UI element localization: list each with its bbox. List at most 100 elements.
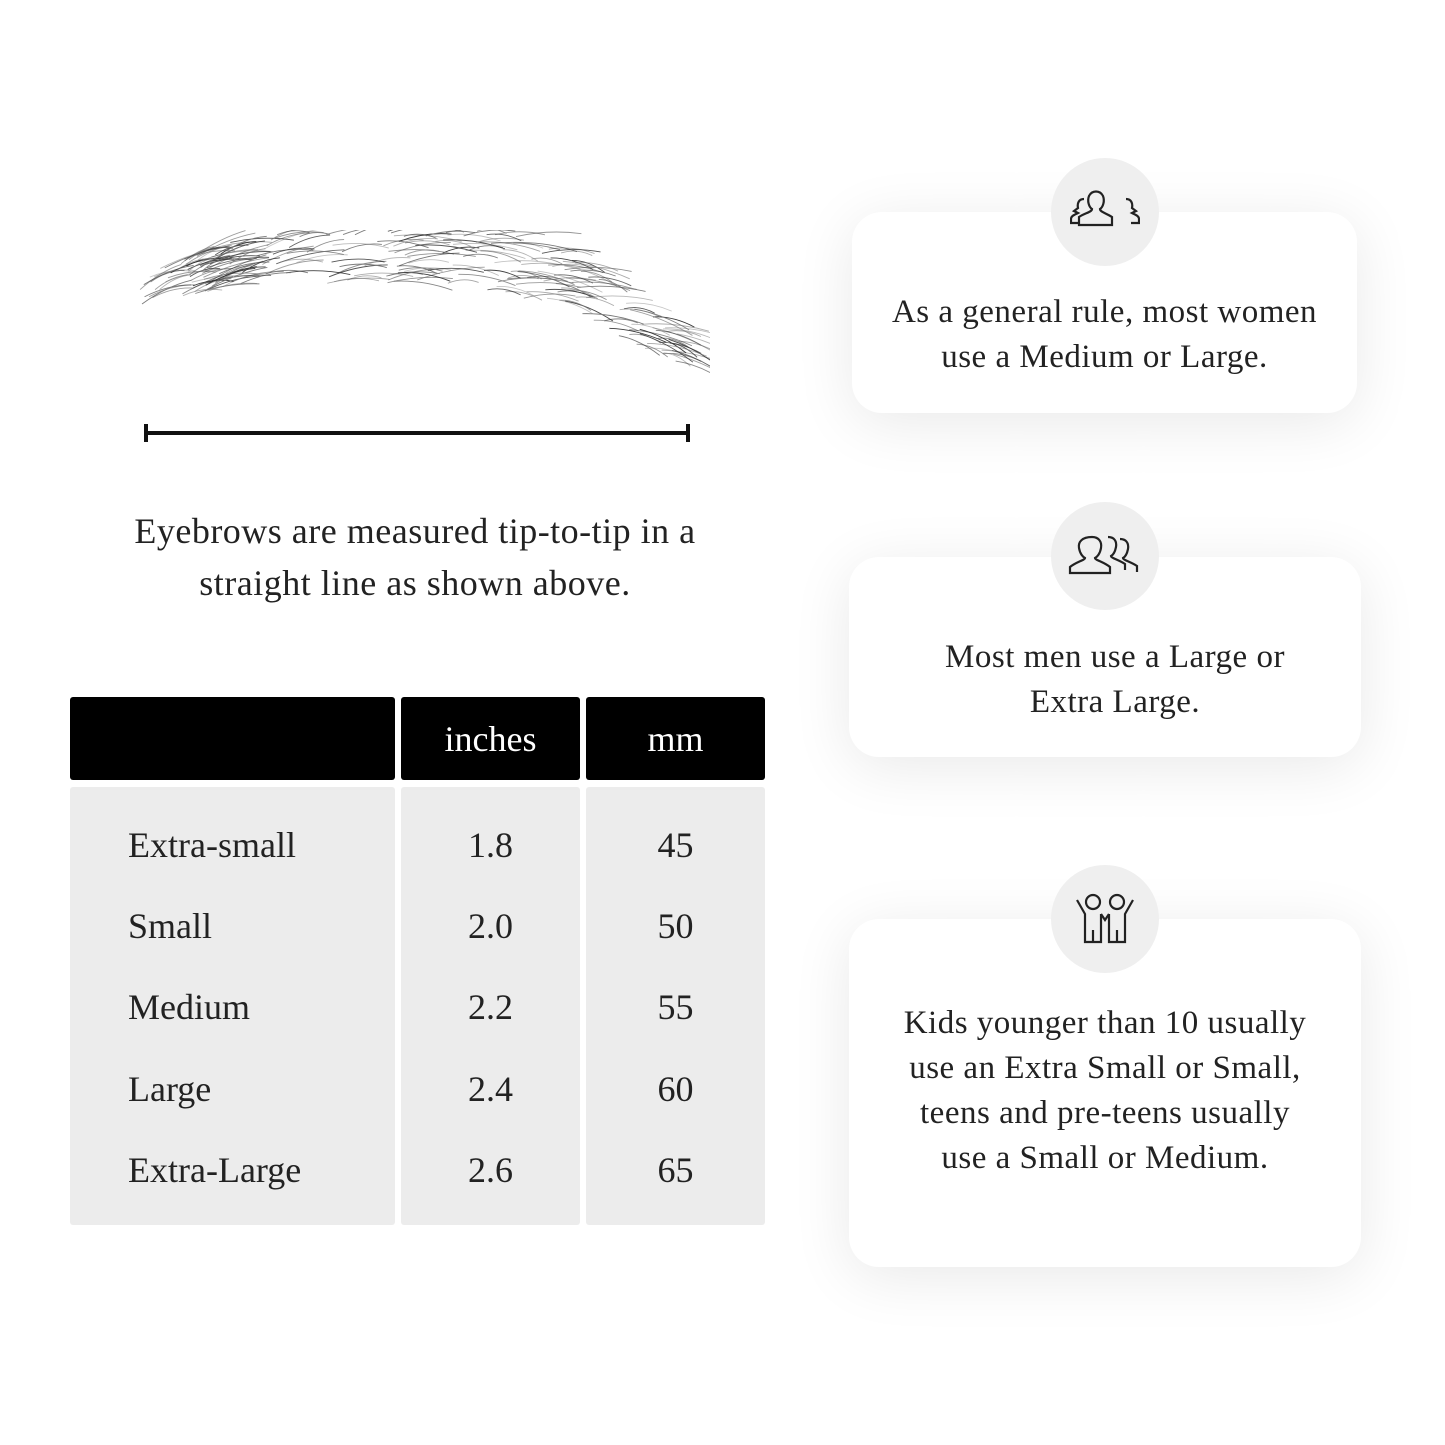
eyebrow-hair <box>629 329 693 347</box>
eyebrow-hair <box>593 319 639 332</box>
eyebrow-hair <box>417 266 485 281</box>
eyebrow-hair <box>144 284 192 298</box>
eyebrow-hair <box>427 267 484 273</box>
eyebrow-hair <box>541 249 601 254</box>
eyebrow-hair <box>182 288 223 297</box>
size-label: Extra-small <box>128 825 296 865</box>
eyebrow-hair <box>487 288 521 296</box>
eyebrow-hair <box>455 230 465 233</box>
eyebrow-hair <box>586 295 653 301</box>
eyebrow-hair <box>673 353 710 369</box>
eyebrow-hair <box>211 250 273 258</box>
eyebrow-hair <box>479 241 541 252</box>
eyebrow-hair <box>570 269 616 277</box>
eyebrow-hair <box>377 240 429 249</box>
eyebrow-hair <box>494 260 560 266</box>
eyebrow-hair <box>425 230 476 237</box>
inches-value: 2.2 <box>468 987 513 1027</box>
eyebrow-hair <box>571 260 605 273</box>
eyebrow-hair <box>165 268 228 283</box>
eyebrow-hair <box>178 258 214 270</box>
inches-column <box>401 787 580 1225</box>
eyebrow-hair <box>559 299 592 311</box>
eyebrow-hair <box>658 337 689 348</box>
eyebrow-hair <box>202 257 257 274</box>
eyebrow-hair <box>200 242 254 268</box>
eyebrow-hair <box>496 230 507 234</box>
eyebrow-hair <box>496 286 535 297</box>
eyebrow-hair <box>580 271 613 283</box>
eyebrow-hair <box>476 230 483 232</box>
eyebrow-hair <box>447 233 501 242</box>
eyebrow-hair <box>623 307 655 314</box>
eyebrow-hair <box>630 309 693 336</box>
eyebrow-hair <box>326 230 347 235</box>
eyebrow-hair <box>666 330 702 337</box>
eyebrow-hair <box>205 274 272 284</box>
eyebrow-hair <box>396 265 438 274</box>
eyebrow-hair <box>404 240 450 246</box>
eyebrow-hair <box>269 259 324 273</box>
eyebrow-hair <box>652 327 710 351</box>
eyebrow-hair <box>548 247 595 254</box>
eyebrow-hair <box>341 243 382 253</box>
eyebrow-hair <box>188 230 246 260</box>
size-label: Small <box>128 906 213 946</box>
eyebrow-hair <box>490 242 561 251</box>
eyebrow-hair <box>148 284 195 298</box>
eyebrow-hair <box>537 270 603 293</box>
eyebrow-hair <box>408 259 449 264</box>
eyebrow-hair <box>328 264 388 278</box>
eyebrow-hair <box>266 232 310 246</box>
measurement-caption: Eyebrows are measured tip-to-tip in a st… <box>134 511 696 603</box>
eyebrow-hair <box>463 230 516 237</box>
eyebrow-hair <box>564 267 632 272</box>
eyebrow-hair <box>387 230 394 232</box>
size-label: Medium <box>128 987 250 1027</box>
eyebrow-hair <box>531 257 563 265</box>
eyebrow-hair <box>574 262 619 272</box>
eyebrow-hair <box>663 328 710 339</box>
eyebrow-hair <box>575 296 615 307</box>
eyebrow-hair <box>618 335 660 356</box>
eyebrow-hair <box>393 280 453 291</box>
eyebrow-hair <box>505 291 543 301</box>
eyebrow-hair <box>447 279 479 284</box>
eyebrow-hair <box>672 350 710 367</box>
eyebrow-hair <box>515 231 582 238</box>
eyebrow-hair <box>644 347 691 358</box>
eyebrow-hair <box>225 235 267 252</box>
eyebrow-hair <box>354 230 367 236</box>
eyebrow-hair <box>639 328 687 354</box>
table-header-inches: inches <box>401 697 580 780</box>
eyebrow-hair <box>668 338 710 361</box>
eyebrow-hair <box>518 270 575 286</box>
size-label: Large <box>128 1069 212 1109</box>
eyebrow-hair <box>203 257 270 278</box>
eyebrow-hair <box>342 230 360 236</box>
eyebrow-hair <box>225 265 257 274</box>
inches-value: 1.8 <box>468 825 513 865</box>
eyebrow-hair <box>480 250 522 263</box>
eyebrow-hair <box>609 327 667 343</box>
eyebrow-hair <box>566 289 607 301</box>
eyebrow-hair <box>659 341 702 354</box>
eyebrow-hair <box>197 246 231 261</box>
eyebrow-hair <box>403 233 437 239</box>
eyebrow-hair <box>272 247 315 255</box>
eyebrow-hair <box>387 276 453 284</box>
eyebrow-hair <box>154 269 195 278</box>
eyebrow-hair <box>190 267 233 281</box>
eyebrow-hair <box>604 318 638 324</box>
eyebrow-hair <box>676 333 710 344</box>
eyebrow-hair <box>332 243 389 249</box>
eyebrow-hair <box>205 267 256 286</box>
table-header-mm: mm <box>586 697 765 780</box>
mm-value: 60 <box>657 1069 694 1109</box>
size-label: Extra-Large <box>128 1150 302 1190</box>
eyebrow-hair <box>198 248 259 263</box>
eyebrow-hair <box>547 297 593 314</box>
eyebrow-hair <box>639 333 694 363</box>
mm-value: 50 <box>657 906 694 946</box>
eyebrow-hair <box>647 342 708 357</box>
